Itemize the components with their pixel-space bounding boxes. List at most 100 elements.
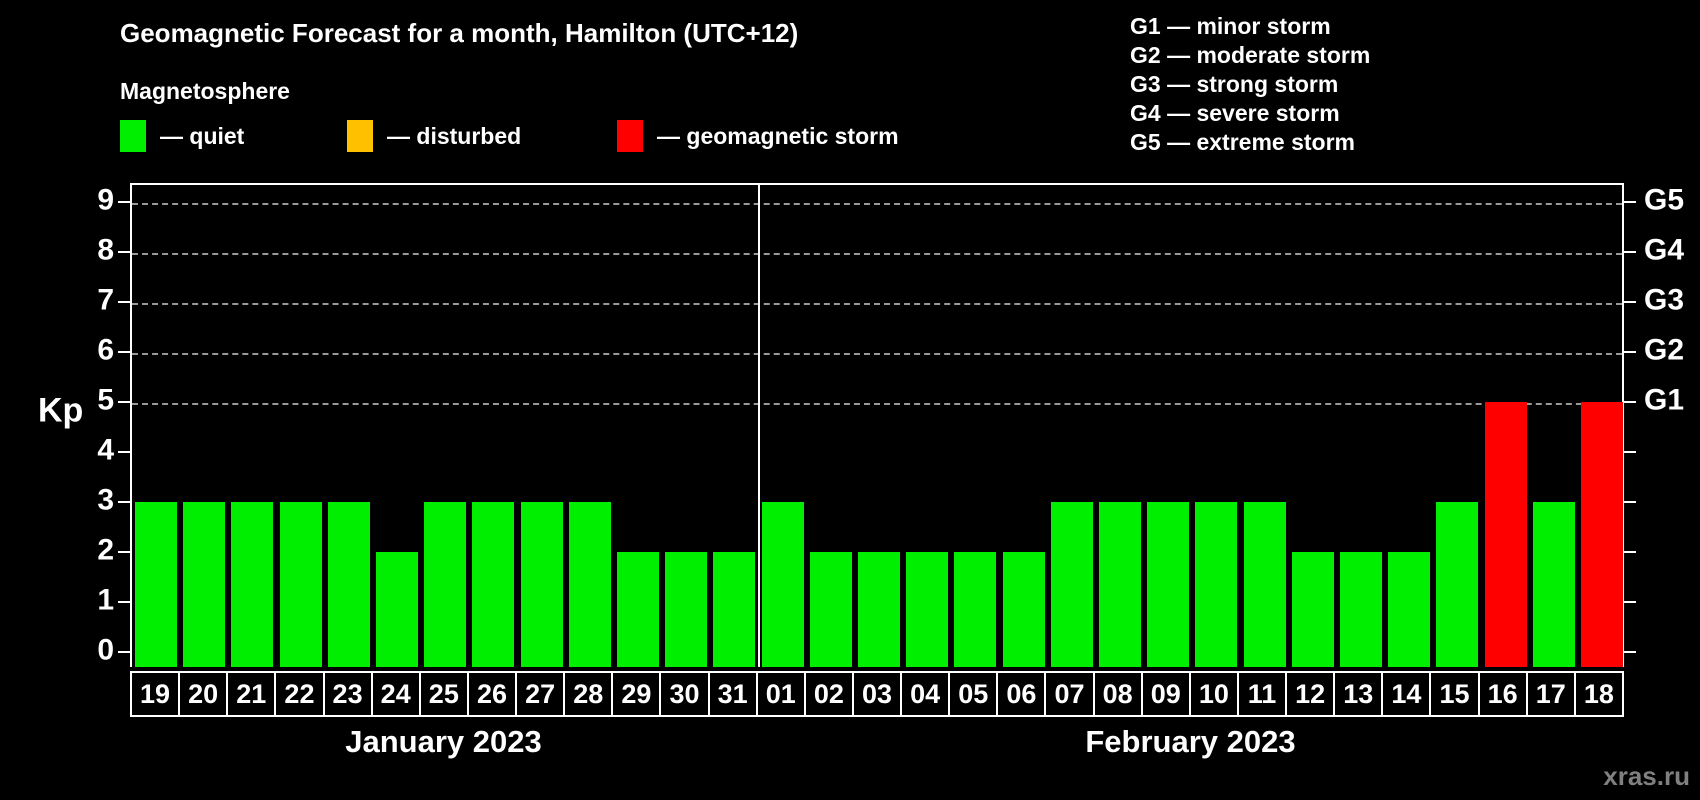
month-label-january: January 2023 [345, 724, 542, 759]
kp-bar-january-19 [135, 502, 178, 667]
gridline-kp8 [132, 253, 1622, 255]
date-cell-27: 27 [517, 673, 564, 715]
kp-bar-january-25 [424, 502, 467, 667]
date-cell-31: 31 [709, 673, 756, 715]
kp-bar-february-03 [858, 552, 900, 667]
left-tick-kp3 [118, 501, 130, 503]
chart-title: Geomagnetic Forecast for a month, Hamilt… [120, 18, 799, 48]
date-cell-11: 11 [1238, 673, 1286, 715]
date-cell-29: 29 [613, 673, 660, 715]
left-tick-kp5 [118, 401, 130, 403]
date-cell-16: 16 [1479, 673, 1526, 715]
kp-bar-february-14 [1388, 552, 1431, 667]
date-cell-01: 01 [757, 673, 804, 715]
y-tick-label-2: 2 [97, 533, 114, 567]
month-divider [757, 185, 760, 667]
date-cell-22: 22 [276, 673, 323, 715]
kp-bar-january-28 [568, 502, 611, 667]
kp-bar-january-29 [617, 552, 660, 667]
right-tick-kp2 [1624, 551, 1636, 553]
kp-bar-february-10 [1195, 502, 1238, 667]
right-tick-kp9 [1624, 201, 1636, 203]
kp-bar-february-16 [1484, 402, 1527, 667]
date-cell-09: 09 [1142, 673, 1189, 715]
disturbed-color-swatch [347, 120, 373, 152]
date-cell-03: 03 [853, 673, 901, 715]
date-cell-08: 08 [1094, 673, 1141, 715]
kp-bar-january-26 [472, 502, 515, 667]
chart-plot-area [130, 183, 1624, 667]
storm-scale-g5: G5 — extreme storm [1130, 129, 1355, 155]
g-scale-label-g2: G2 [1644, 333, 1685, 367]
date-cell-17: 17 [1527, 673, 1574, 715]
kp-bar-february-07 [1050, 502, 1093, 667]
g-scale-label-g3: G3 [1644, 283, 1685, 317]
left-tick-kp0 [118, 651, 130, 653]
y-axis-title: Kp [38, 391, 84, 430]
right-tick-kp5 [1624, 401, 1636, 403]
watermark: xras.ru [1603, 761, 1690, 791]
kp-bar-february-05 [954, 552, 997, 667]
date-cell-21: 21 [228, 673, 275, 715]
g-scale-label-g1: G1 [1644, 383, 1685, 417]
kp-bar-february-01 [761, 502, 804, 667]
storm-scale-g2: G2 — moderate storm [1130, 42, 1371, 68]
y-tick-label-5: 5 [97, 383, 114, 417]
date-cell-24: 24 [372, 673, 419, 715]
kp-bar-february-09 [1147, 502, 1190, 667]
legend-label-storm: — geomagnetic storm [657, 122, 899, 149]
date-cell-19: 19 [132, 673, 179, 715]
y-tick-label-1: 1 [97, 583, 114, 617]
kp-bar-january-31 [713, 552, 756, 667]
left-tick-kp4 [118, 451, 130, 453]
date-cell-02: 02 [805, 673, 852, 715]
y-tick-label-9: 9 [97, 183, 114, 217]
left-tick-kp9 [118, 201, 130, 203]
date-cell-28: 28 [565, 673, 612, 715]
date-cell-25: 25 [420, 673, 467, 715]
kp-bar-january-23 [327, 502, 370, 667]
kp-bar-january-22 [279, 502, 322, 667]
kp-bar-january-30 [665, 552, 708, 667]
kp-bar-february-02 [809, 552, 852, 667]
date-cell-14: 14 [1383, 673, 1430, 715]
left-tick-kp2 [118, 551, 130, 553]
storm-scale-g1: G1 — minor storm [1130, 13, 1331, 39]
date-cell-04: 04 [902, 673, 949, 715]
date-cell-07: 07 [1046, 673, 1093, 715]
date-cell-23: 23 [324, 673, 371, 715]
month-label-february: February 2023 [1085, 724, 1296, 759]
date-cell-06: 06 [998, 673, 1045, 715]
date-cell-15: 15 [1431, 673, 1478, 715]
date-axis-strip: 19 20 21 22 23 24 25 26 27 28 29 30 31 01 02 03 04 05 06 07… [130, 671, 1624, 717]
date-cell-13: 13 [1335, 673, 1382, 715]
date-cell-26: 26 [468, 673, 516, 715]
storm-scale-g4: G4 — severe storm [1130, 100, 1340, 126]
kp-bar-january-27 [520, 502, 563, 667]
date-cell-12: 12 [1287, 673, 1334, 715]
kp-bar-february-18 [1580, 402, 1623, 667]
g-scale-label-g5: G5 [1644, 183, 1685, 217]
kp-bar-january-21 [231, 502, 274, 667]
y-tick-label-8: 8 [97, 233, 114, 267]
left-tick-kp8 [118, 251, 130, 253]
kp-bar-february-12 [1291, 552, 1334, 667]
storm-scale-g3: G3 — strong storm [1130, 71, 1339, 97]
legend-item-disturbed: — disturbed [347, 118, 521, 154]
right-tick-kp4 [1624, 451, 1636, 453]
storm-color-swatch [617, 120, 643, 152]
kp-bar-january-24 [376, 552, 419, 667]
quiet-color-swatch [120, 120, 146, 152]
right-tick-kp0 [1624, 651, 1636, 653]
right-tick-kp6 [1624, 351, 1636, 353]
legend-item-storm: — geomagnetic storm [617, 118, 899, 154]
y-tick-label-7: 7 [97, 283, 114, 317]
gridline-kp7 [132, 303, 1622, 305]
left-tick-kp6 [118, 351, 130, 353]
gridline-kp6 [132, 353, 1622, 355]
gridline-kp9 [132, 203, 1622, 205]
y-tick-label-3: 3 [97, 483, 114, 517]
date-cell-10: 10 [1190, 673, 1237, 715]
right-tick-kp8 [1624, 251, 1636, 253]
